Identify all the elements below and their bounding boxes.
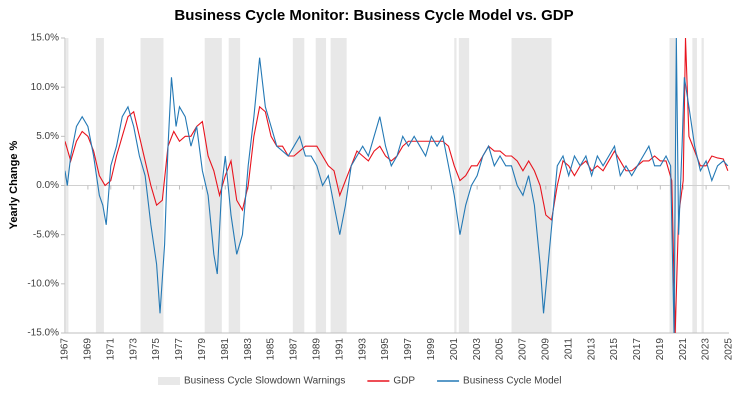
series-line (65, 38, 729, 333)
x-tick-label: 2001 (449, 338, 460, 361)
y-tick-label: 5.0% (36, 131, 59, 142)
x-tick-label: 2003 (472, 338, 483, 361)
x-tick-label: 2005 (495, 338, 506, 361)
legend-label: Business Cycle Slowdown Warnings (184, 376, 345, 387)
x-tick-label: 1991 (334, 338, 345, 361)
x-tick-label: 2023 (701, 338, 712, 361)
x-tick-label: 1969 (83, 338, 94, 361)
x-tick-label: 1985 (266, 338, 277, 361)
x-tick-label: 1971 (105, 338, 116, 361)
x-tick-label: 1979 (197, 338, 208, 361)
lines (65, 38, 729, 333)
x-tick-label: 2019 (655, 338, 666, 361)
x-tick-label: 2013 (586, 338, 597, 361)
legend-swatch (158, 377, 180, 385)
x-tick-label: 1987 (289, 338, 300, 361)
x-tick-label: 1981 (220, 338, 231, 361)
legend-label: GDP (393, 376, 415, 387)
y-axis-label: Yearly Change % (8, 140, 20, 229)
legend: Business Cycle Slowdown Warnings GDP Busin… (158, 376, 561, 387)
x-tick-label: 1995 (380, 338, 391, 361)
y-tick-label: 10.0% (31, 82, 59, 93)
x-tick-label: 1989 (312, 338, 323, 361)
y-tick-label: 15.0% (31, 33, 59, 44)
x-tick-label: 2025 (724, 338, 735, 361)
axes: -15.0% -10.0% -5.0% 0.0% 5.0% 10.0% 15.0% 1967 1… (27, 33, 734, 361)
x-tick-label: 1983 (243, 338, 254, 361)
x-tick-label: 1997 (403, 338, 414, 361)
x-tick-label: 1977 (174, 338, 185, 361)
x-tick-label: 2021 (678, 338, 689, 361)
legend-label: Business Cycle Model (463, 376, 561, 387)
y-tick-label: 0.0% (36, 180, 59, 191)
x-tick-label: 2017 (632, 338, 643, 361)
y-tick-label: -5.0% (33, 229, 59, 240)
y-tick-label: -15.0% (27, 328, 59, 339)
x-tick-label: 2007 (518, 338, 529, 361)
x-tick-label: 2011 (563, 338, 574, 360)
x-tick-label: 1975 (151, 338, 162, 361)
y-tick-label: -10.0% (27, 278, 59, 289)
x-tick-label: 1967 (60, 338, 71, 361)
series-line (65, 38, 729, 333)
chart-title: Business Cycle Monitor: Business Cycle M… (174, 7, 573, 24)
x-tick-label: 1973 (128, 338, 139, 361)
x-tick-label: 1999 (426, 338, 437, 361)
x-tick-label: 2009 (540, 338, 551, 361)
x-tick-label: 2015 (609, 338, 620, 361)
x-tick-label: 1993 (357, 338, 368, 361)
